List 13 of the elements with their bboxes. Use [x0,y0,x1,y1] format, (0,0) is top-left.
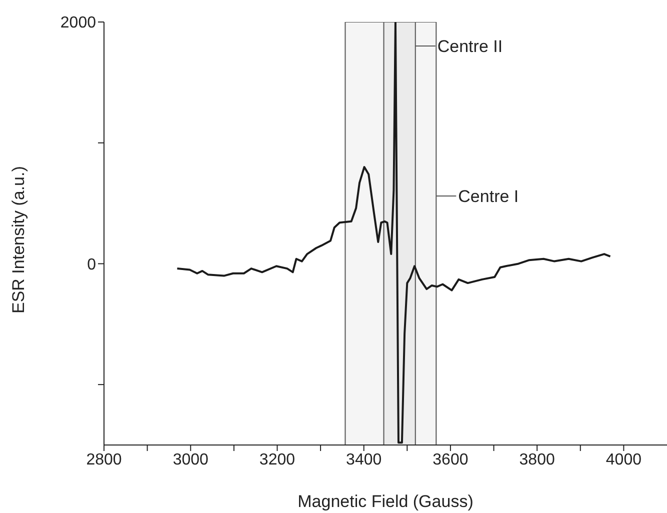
x-tick-label: 3600 [432,451,468,468]
y-tick-label: 2000 [60,14,96,32]
x-tick-label: 3400 [346,451,382,468]
x-tick-label: 3000 [172,451,209,468]
x-tick-label: 4000 [606,451,642,468]
y-tick-label: 0 [87,256,96,274]
x-tick-label: 3800 [519,451,555,468]
x-tick-label: 3200 [259,451,296,468]
band-label: Centre II [437,37,503,56]
band-label: Centre I [458,187,519,206]
y-axis-title: ESR Intensity (a.u.) [9,166,28,314]
x-axis-title: Magnetic Field (Gauss) [298,492,474,511]
x-tick-label: 2800 [86,451,122,468]
